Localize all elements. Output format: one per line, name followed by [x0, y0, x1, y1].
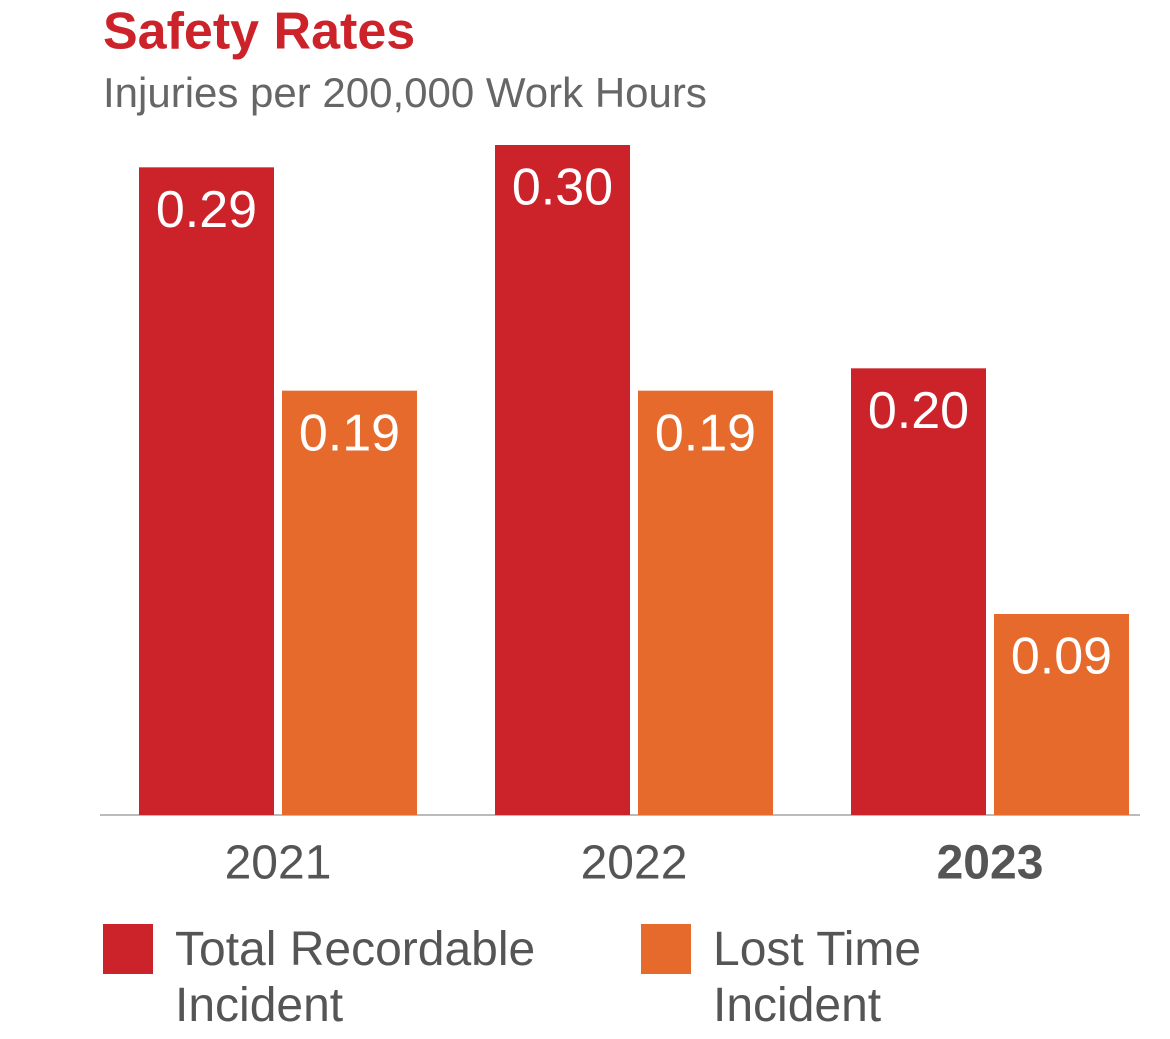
value-label: 0.30 [512, 159, 613, 217]
bar [495, 145, 630, 815]
legend-swatch [641, 924, 691, 974]
value-label: 0.20 [868, 382, 969, 440]
value-label: 0.19 [299, 404, 400, 462]
chart-title: Safety Rates [103, 3, 415, 61]
legend-swatch [103, 924, 153, 974]
value-label: 0.09 [1011, 628, 1112, 686]
bar [994, 614, 1129, 815]
x-tick-label: 2021 [225, 837, 332, 890]
value-label: 0.29 [156, 181, 257, 239]
x-tick-label: 2023 [937, 837, 1044, 890]
legend-label: Lost Time Incident [713, 923, 922, 1032]
value-label: 0.19 [655, 404, 756, 462]
bar [638, 390, 773, 815]
legend-item: Total Recordable Incident [103, 922, 595, 1034]
bar [282, 390, 417, 815]
x-tick-label: 2022 [581, 837, 688, 890]
legend-label: Total Recordable Incident [175, 923, 536, 1032]
legend-item: Lost Time Incident [641, 922, 1013, 1034]
bar [851, 368, 986, 815]
bar [139, 167, 274, 816]
chart-subtitle: Injuries per 200,000 Work Hours [103, 69, 707, 116]
